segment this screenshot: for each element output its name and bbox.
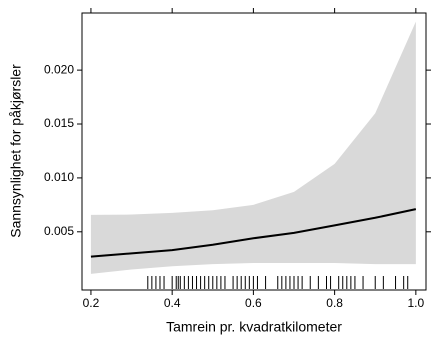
confidence-band — [90, 21, 416, 274]
y-tick-label: 0.015 — [44, 116, 74, 130]
y-tick-label: 0.005 — [44, 224, 74, 238]
y-axis-label: Sannsynlighet for påkjørsler — [8, 64, 24, 238]
x-tick-label: 0.4 — [164, 296, 181, 310]
fit-line — [90, 208, 417, 258]
plot-frame — [81, 12, 427, 291]
y-tick-label: 0.020 — [44, 62, 74, 76]
x-tick-label: 0.2 — [83, 296, 100, 310]
x-tick-label: 0.6 — [245, 296, 262, 310]
x-tick-label: 0.8 — [326, 296, 343, 310]
x-axis-label: Tamrein pr. kvadratkilometer — [166, 319, 342, 335]
y-tick-label: 0.010 — [44, 170, 74, 184]
x-tick-label: 1.0 — [408, 296, 425, 310]
